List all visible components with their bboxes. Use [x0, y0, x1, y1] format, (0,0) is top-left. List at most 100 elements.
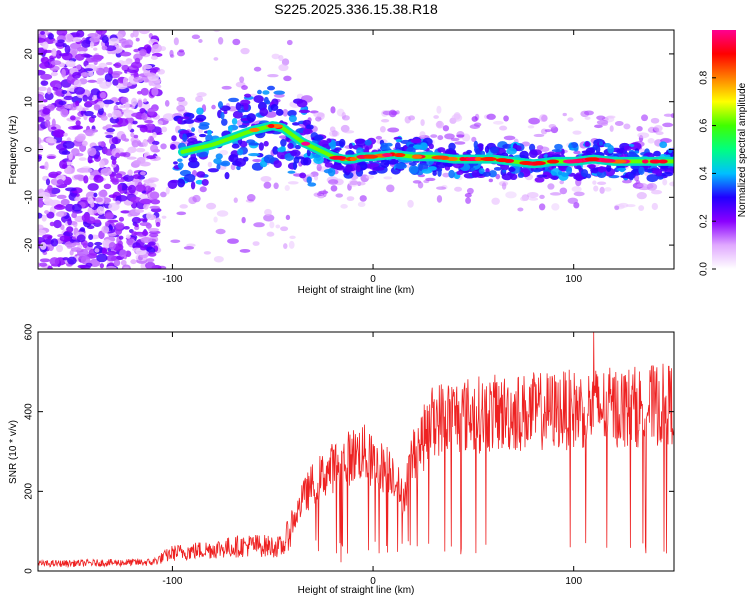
noise-blob [69, 42, 82, 50]
noise-blob [39, 62, 49, 69]
noise-blob [38, 197, 44, 201]
noise-blob [53, 219, 62, 229]
band-blob [466, 149, 473, 154]
snr-ylabel: SNR (10 * v/v) [8, 420, 19, 484]
band-blob [437, 147, 446, 153]
noise-blob [50, 238, 59, 247]
noise-blob [527, 125, 535, 129]
noise-blob [139, 49, 147, 57]
noise-blob [103, 66, 110, 73]
noise-blob [120, 210, 131, 214]
noise-blob [584, 116, 591, 120]
noise-blob [121, 64, 130, 72]
noise-blob [646, 183, 654, 189]
noise-blob [130, 259, 137, 265]
band-blob [596, 170, 607, 179]
noise-blob [157, 265, 167, 269]
band-blob [643, 168, 654, 173]
noise-blob [203, 251, 212, 255]
noise-blob [386, 184, 395, 193]
noise-blob [260, 175, 272, 183]
noise-blob [528, 117, 540, 125]
noise-blob [567, 117, 574, 122]
noise-blob [65, 203, 75, 212]
noise-blob [596, 181, 607, 186]
noise-blob [436, 105, 442, 114]
noise-blob [160, 46, 167, 51]
noise-blob [544, 129, 552, 133]
noise-blob [387, 127, 400, 133]
noise-blob [42, 234, 53, 240]
noise-blob [139, 161, 151, 167]
noise-blob [80, 255, 91, 265]
band-blob [668, 167, 674, 171]
band-blob [547, 151, 556, 157]
noise-blob [216, 210, 229, 217]
noise-blob [528, 197, 539, 201]
band-blob [240, 99, 251, 106]
noise-blob [87, 147, 97, 157]
band-blob [243, 102, 249, 111]
noise-blob [456, 134, 465, 138]
noise-blob [307, 173, 313, 178]
noise-blob [91, 95, 98, 101]
band-blob [380, 159, 390, 169]
noise-blob [495, 173, 501, 180]
noise-blob [451, 113, 463, 122]
band-blob [536, 174, 548, 178]
ridge-peak [349, 157, 357, 162]
band-blob [557, 171, 563, 176]
noise-blob [239, 18, 249, 25]
x-tick-label: -100 [162, 576, 182, 587]
noise-blob [287, 181, 299, 185]
band-blob [565, 166, 573, 175]
noise-blob [101, 225, 110, 234]
noise-blob [115, 101, 121, 105]
noise-blob [283, 243, 288, 249]
noise-blob [51, 48, 57, 57]
noise-blob [637, 132, 650, 139]
noise-blob [520, 196, 528, 202]
noise-blob [562, 112, 567, 117]
noise-blob [239, 248, 251, 253]
noise-blob [533, 133, 545, 138]
noise-blob [145, 261, 156, 269]
band-blob [232, 110, 243, 119]
noise-blob [115, 152, 121, 158]
noise-blob [192, 194, 201, 203]
noise-blob [72, 125, 84, 130]
noise-blob [420, 119, 425, 126]
ridge-peak [268, 123, 275, 128]
ridge-peak [584, 157, 600, 162]
noise-blob [119, 249, 127, 258]
noise-blob [547, 183, 555, 190]
colorbar-tick-label: 0.0 [699, 262, 710, 276]
noise-blob [383, 176, 393, 180]
noise-blob [380, 119, 390, 123]
band-blob [196, 151, 209, 158]
noise-blob [437, 135, 444, 141]
noise-blob [79, 227, 86, 232]
noise-blob [614, 205, 620, 211]
band-blob [288, 115, 297, 123]
noise-blob [136, 124, 147, 129]
noise-blob [38, 86, 47, 92]
colorbar-label: Normalized spectral amplitude [737, 82, 748, 217]
noise-blob [133, 159, 142, 165]
noise-blob [662, 122, 674, 128]
noise-blob [466, 187, 474, 195]
noise-blob [450, 137, 460, 142]
noise-blob [44, 92, 54, 101]
noise-blob [330, 106, 336, 114]
noise-blob [59, 159, 68, 169]
noise-blob [100, 141, 106, 148]
band-blob [177, 178, 186, 188]
ridge-peak [363, 154, 379, 159]
noise-blob [444, 133, 455, 140]
noise-blob [571, 186, 582, 193]
band-blob [302, 157, 312, 166]
band-blob [646, 174, 659, 183]
band-blob [198, 124, 210, 130]
